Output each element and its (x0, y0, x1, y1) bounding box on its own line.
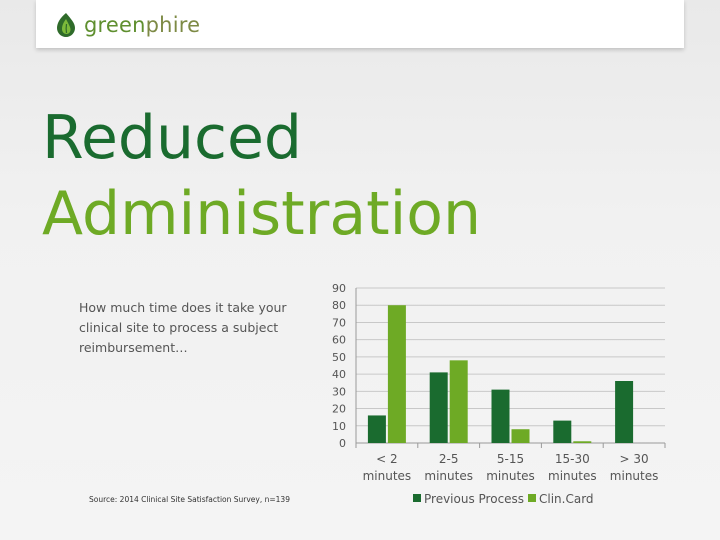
legend-label: Clin.Card (539, 492, 594, 506)
y-tick-label: 20 (332, 403, 346, 416)
y-tick-label: 50 (332, 351, 346, 364)
y-tick-label: 0 (339, 437, 346, 450)
bar-clincard (573, 441, 592, 443)
header-bar: greenphire (36, 0, 684, 48)
x-category-label: minutes (486, 469, 535, 483)
legend-label: Previous Process (424, 492, 524, 506)
y-tick-label: 10 (332, 420, 346, 433)
brand-name-part1: green (84, 13, 146, 37)
bar-previous-process (367, 415, 386, 443)
flame-leaf-icon (57, 13, 75, 37)
x-category-label: minutes (610, 469, 659, 483)
legend-swatch (528, 494, 536, 502)
title-line-2: Administration (42, 179, 482, 249)
bar-previous-process (429, 372, 448, 443)
bar-clincard (511, 429, 530, 443)
y-tick-label: 40 (332, 368, 346, 381)
legend-swatch (413, 494, 421, 502)
y-tick-label: 30 (332, 385, 346, 398)
y-tick-label: 80 (332, 299, 346, 312)
y-tick-label: 70 (332, 316, 346, 329)
brand-logo[interactable]: greenphire (54, 12, 200, 38)
x-category-label: minutes (548, 469, 597, 483)
page-title: Reduced Administration (42, 100, 481, 252)
survey-question: How much time does it take your clinical… (79, 300, 287, 355)
bar-previous-process (615, 381, 634, 443)
x-category-label: > 30 (620, 452, 649, 466)
y-tick-label: 90 (332, 282, 346, 295)
x-category-label: 15-30 (555, 452, 590, 466)
x-category-label: 5-15 (497, 452, 524, 466)
x-category-label: 2-5 (439, 452, 459, 466)
x-category-label: < 2 (376, 452, 398, 466)
bar-previous-process (553, 420, 572, 443)
title-line-1: Reduced (42, 103, 303, 173)
x-category-label: minutes (424, 469, 473, 483)
y-tick-label: 60 (332, 334, 346, 347)
bar-clincard (387, 305, 406, 443)
brand-name-part2: phire (145, 13, 201, 37)
bar-clincard (449, 360, 468, 443)
brand-name: greenphire (84, 13, 200, 37)
x-category-label: minutes (363, 469, 412, 483)
source-note: Source: 2014 Clinical Site Satisfaction … (89, 495, 290, 504)
bar-previous-process (491, 389, 510, 443)
